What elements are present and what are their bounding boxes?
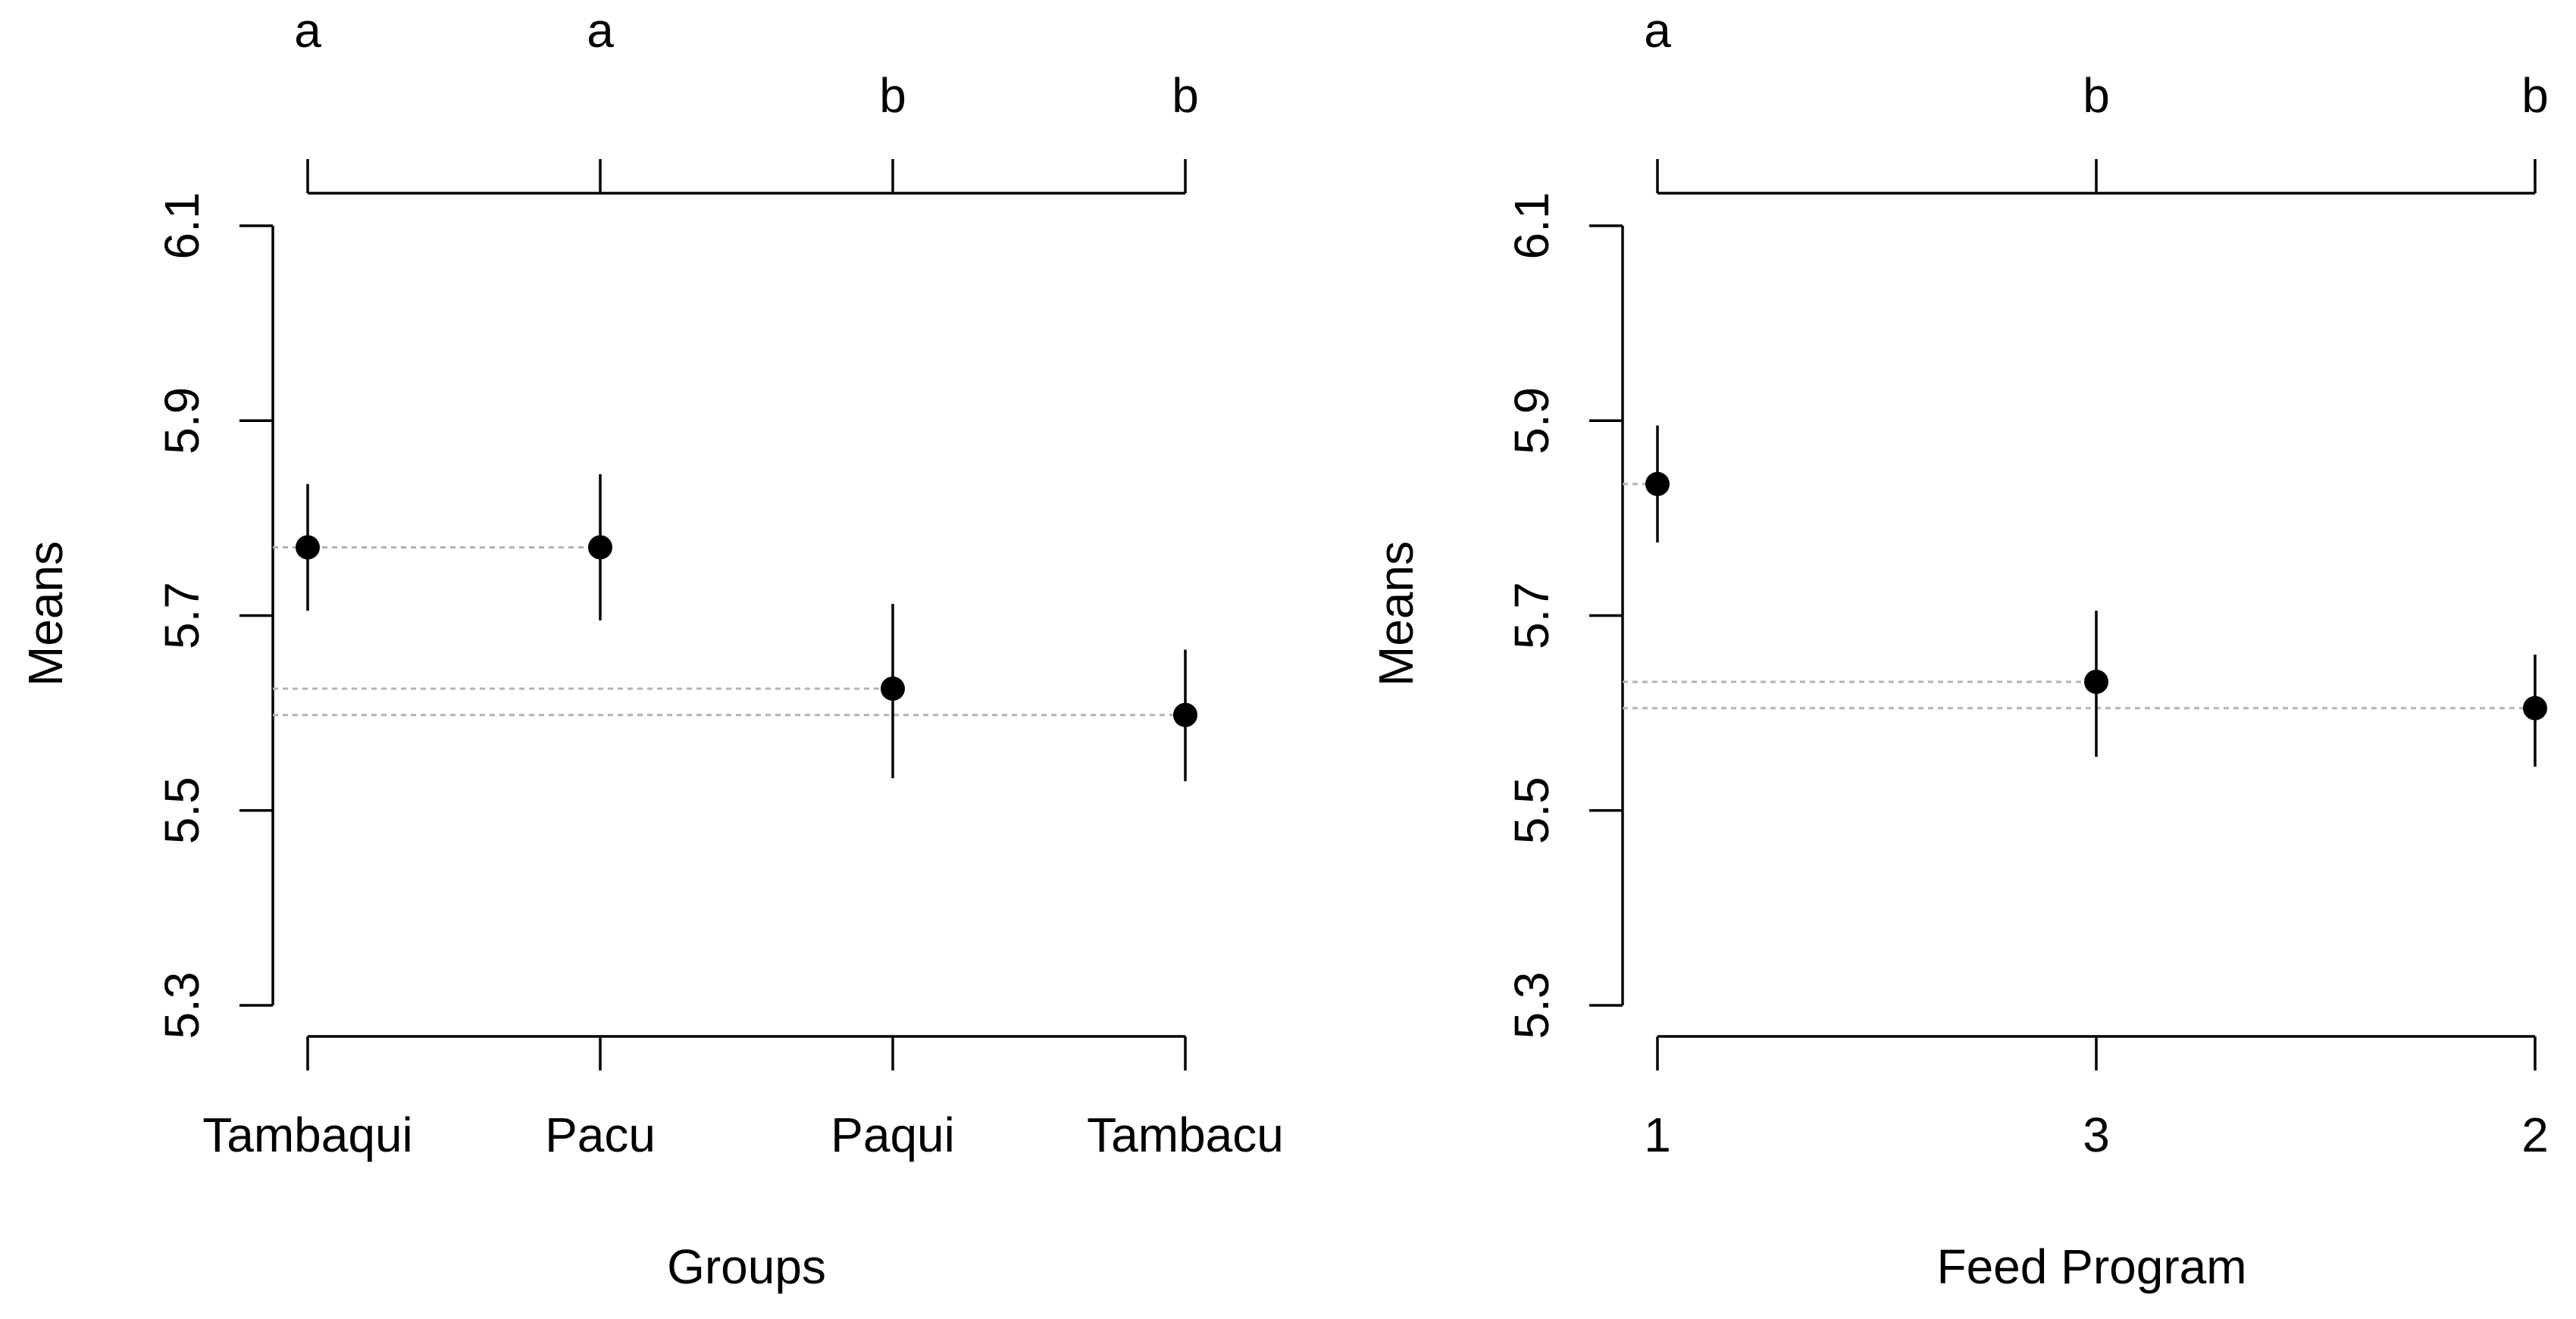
x-tick-label: 2 <box>2521 1108 2549 1162</box>
y-tick-label: 5.3 <box>155 972 209 1039</box>
group-letter: b <box>1172 68 1199 123</box>
x-axis-label: Feed Program <box>1936 1239 2246 1294</box>
groups-panel: Means Groups 5.3 5.5 5.7 5.9 6.1 Tambaqui a Pac… <box>18 3 1284 1294</box>
group-letter: a <box>1644 3 1671 58</box>
group-letter: a <box>294 3 321 58</box>
y-tick-label: 5.7 <box>155 582 209 649</box>
mean-point <box>2523 695 2547 720</box>
mean-point <box>588 535 612 560</box>
y-tick-label: 5.5 <box>155 777 209 844</box>
mean-point <box>1645 471 1670 496</box>
y-tick-label: 5.7 <box>1504 582 1559 649</box>
y-axis-label: Means <box>18 541 73 686</box>
x-tick-label: Tambacu <box>1087 1108 1284 1162</box>
x-tick-label: Tambaqui <box>202 1108 413 1162</box>
x-tick-label: Pacu <box>545 1108 656 1162</box>
group-letter: b <box>2521 68 2549 123</box>
y-tick-label: 5.5 <box>1504 777 1559 844</box>
mean-point <box>881 676 905 701</box>
group-letter: a <box>587 3 614 58</box>
y-tick-label: 5.9 <box>1504 387 1559 455</box>
y-tick-label: 6.1 <box>155 192 209 260</box>
mean-point <box>1173 702 1197 727</box>
feed-program-panel: Means Feed Program 5.3 5.5 5.7 5.9 6.1 1 a 3 b 2 b <box>1369 3 2549 1294</box>
mean-point <box>296 535 320 560</box>
x-tick-label: 1 <box>1644 1108 1671 1162</box>
mean-point <box>2084 669 2108 694</box>
group-letter: b <box>879 68 906 123</box>
x-tick-label: Paqui <box>831 1108 955 1162</box>
y-tick-label: 5.3 <box>1504 972 1559 1039</box>
y-tick-label: 6.1 <box>1504 192 1559 260</box>
group-letter: b <box>2083 68 2110 123</box>
x-axis-label: Groups <box>667 1239 826 1294</box>
y-tick-label: 5.9 <box>155 387 209 455</box>
x-tick-label: 3 <box>2083 1108 2110 1162</box>
y-axis-label: Means <box>1369 541 1423 686</box>
